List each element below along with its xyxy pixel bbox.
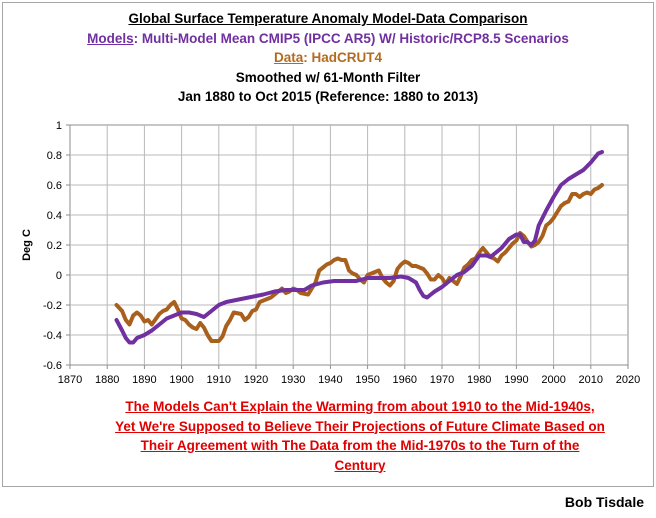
annotation-text: The Models Can't Explain the Warming fro…	[60, 397, 656, 475]
x-tick-label: 1950	[355, 374, 379, 386]
x-tick-label: 1890	[132, 374, 156, 386]
x-tick-label: 1920	[244, 374, 268, 386]
author-credit: Bob Tisdale	[564, 494, 644, 510]
x-tick-label: 1900	[169, 374, 193, 386]
x-tick-label: 2000	[541, 374, 565, 386]
data-label: Data	[273, 50, 304, 65]
x-tick-label: 2020	[616, 374, 640, 386]
y-tick-label: 1	[56, 120, 62, 132]
y-tick-label: 0.4	[47, 210, 62, 222]
x-tick-label: 1880	[95, 374, 119, 386]
data-description: : HadCRUT4	[303, 50, 383, 65]
chart-title: Global Surface Temperature Anomaly Model…	[128, 11, 528, 26]
x-tick-label: 1960	[393, 374, 417, 386]
series-line-models	[114, 150, 604, 345]
series-line-data	[114, 183, 604, 343]
models-description: : Multi-Model Mean CMIP5 (IPCC AR5) W/ H…	[133, 30, 569, 46]
x-tick-label: 1930	[281, 374, 305, 386]
x-tick-label: 1910	[207, 374, 231, 386]
y-tick-label: 0.8	[47, 150, 62, 162]
x-tick-label: 1970	[430, 374, 454, 386]
y-tick-label: 0.6	[47, 180, 62, 192]
y-tick-label: -0.4	[43, 330, 62, 342]
chart-title-block: Global Surface Temperature Anomaly Model…	[0, 9, 656, 107]
y-tick-label: 0	[56, 270, 62, 282]
y-tick-label: -0.6	[43, 360, 62, 372]
annotation-line-4: Century	[334, 457, 386, 473]
y-axis-label: Deg C	[21, 229, 33, 261]
x-tick-label: 1870	[58, 374, 82, 386]
x-tick-label: 1990	[504, 374, 528, 386]
annotation-line-3: Their Agreement with The Data from the M…	[140, 438, 580, 453]
y-tick-label: -0.2	[43, 300, 62, 312]
x-tick-label: 1940	[318, 374, 342, 386]
data-line: Data: HadCRUT4	[0, 48, 656, 68]
models-label: Models	[87, 30, 134, 46]
models-line: Models: Multi-Model Mean CMIP5 (IPCC AR5…	[0, 29, 656, 49]
annotation-line-1: The Models Can't Explain the Warming fro…	[125, 399, 595, 414]
x-tick-label: 2010	[579, 374, 603, 386]
x-tick-label: 1980	[467, 374, 491, 386]
annotation-line-2: Yet We're Supposed to Believe Their Proj…	[115, 418, 605, 434]
period-note: Jan 1880 to Oct 2015 (Reference: 1880 to…	[177, 89, 479, 104]
smoothing-note: Smoothed w/ 61-Month Filter	[235, 69, 421, 85]
y-tick-label: 0.2	[47, 240, 62, 252]
